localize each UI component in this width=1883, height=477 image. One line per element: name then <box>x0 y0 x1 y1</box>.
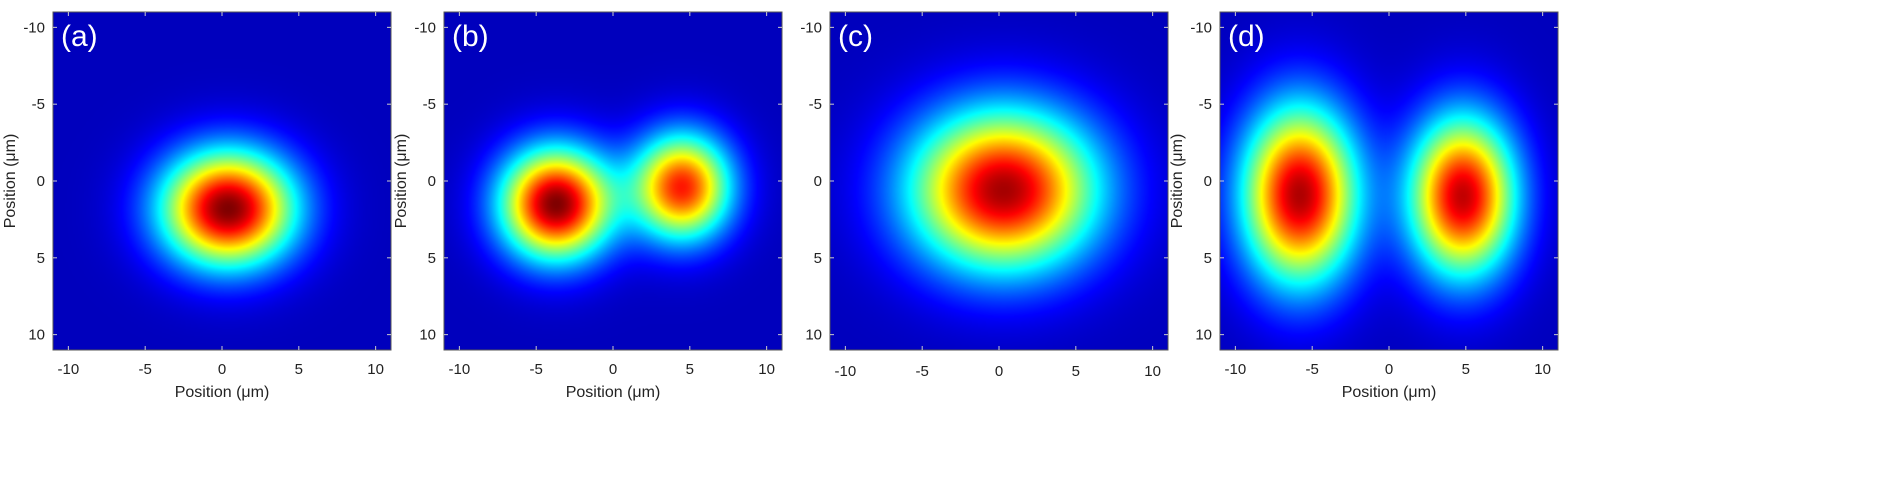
y-axis-label: Position (μm) <box>393 134 410 229</box>
y-tick-label: 10 <box>28 327 45 344</box>
y-tick-label: 0 <box>814 173 822 190</box>
x-tick-label: -5 <box>139 361 152 378</box>
x-tick-label: 10 <box>1534 361 1551 378</box>
y-tick-label: 5 <box>37 250 45 267</box>
x-tick-label: -10 <box>835 363 857 380</box>
heatmap-image <box>53 12 391 350</box>
y-tick-label: 0 <box>1204 173 1212 190</box>
heatmap-panel: -10 -5 0 5 10 -10 -5 0 5 10 Position (μm) Position … <box>1169 11 1559 401</box>
y-tick-label: -5 <box>809 96 822 113</box>
y-tick-label: 10 <box>419 327 436 344</box>
y-tick-label: -10 <box>1190 19 1212 36</box>
y-tick-label: 10 <box>1195 327 1212 344</box>
panel-letter: (c) <box>838 20 873 53</box>
heatmap-image <box>1220 12 1558 350</box>
y-tick-label: 5 <box>1204 250 1212 267</box>
x-tick-label: 5 <box>295 361 303 378</box>
panels: -10 -5 0 5 10 -10 -5 0 5 10 Position (μm) Position … <box>2 11 1559 401</box>
y-tick-label: 0 <box>37 173 45 190</box>
y-tick-label: 5 <box>814 250 822 267</box>
y-tick-label: -5 <box>32 96 45 113</box>
x-tick-label: 0 <box>995 363 1003 380</box>
x-tick-label: 0 <box>609 361 617 378</box>
panel-letter: (b) <box>452 20 489 53</box>
y-tick-label: 10 <box>805 327 822 344</box>
x-tick-label: -5 <box>1306 361 1319 378</box>
x-tick-label: 0 <box>1385 361 1393 378</box>
y-axis-label: Position (μm) <box>1169 134 1186 229</box>
y-tick-label: -5 <box>1199 96 1212 113</box>
x-tick-label: -10 <box>449 361 471 378</box>
panel-letter: (d) <box>1228 20 1265 53</box>
heatmap-image <box>830 12 1168 350</box>
x-tick-label: 10 <box>1144 363 1161 380</box>
x-tick-label: 10 <box>367 361 384 378</box>
x-tick-label: 10 <box>758 361 775 378</box>
heatmap-image <box>444 12 782 350</box>
x-tick-label: 5 <box>1072 363 1080 380</box>
x-tick-label: 0 <box>218 361 226 378</box>
x-axis-label: Position (μm) <box>1342 384 1437 401</box>
y-tick-label: -10 <box>23 19 45 36</box>
y-tick-label: 5 <box>428 250 436 267</box>
x-tick-label: 5 <box>686 361 694 378</box>
y-tick-label: -10 <box>800 19 822 36</box>
heatmap-panel: -10 -5 0 5 10 -10 -5 0 5 10 Position (μm) Position … <box>2 11 392 401</box>
panel-letter: (a) <box>61 20 98 53</box>
x-tick-label: -10 <box>1225 361 1247 378</box>
x-axis-label: Position (μm) <box>566 384 661 401</box>
y-tick-label: 0 <box>428 173 436 190</box>
x-axis-label: Position (μm) <box>175 384 270 401</box>
x-tick-label: 5 <box>1462 361 1470 378</box>
y-tick-label: -5 <box>423 96 436 113</box>
x-tick-label: -5 <box>530 361 543 378</box>
y-axis-label: Position (μm) <box>2 134 19 229</box>
x-tick-label: -5 <box>916 363 929 380</box>
x-tick-label: -10 <box>58 361 80 378</box>
heatmap-panel: -10 -5 0 5 10 -10 -5 0 5 10 Position (μm) Position … <box>393 11 783 401</box>
heatmap-panel: -10 -5 0 5 10 -10 -5 0 5 10 (c) <box>800 11 1169 380</box>
y-tick-label: -10 <box>414 19 436 36</box>
